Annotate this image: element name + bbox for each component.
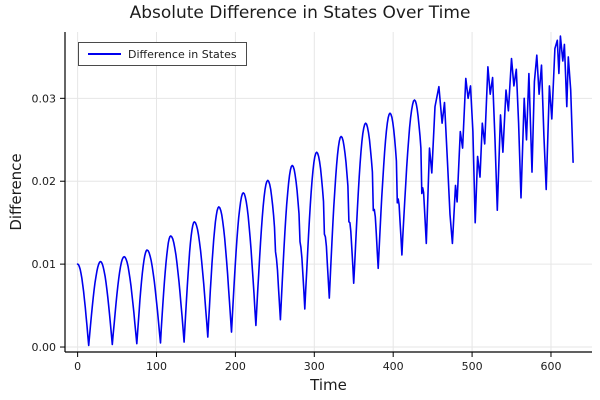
x-tick-label: 500 — [462, 360, 483, 373]
y-tick-label: 0.00 — [32, 341, 57, 354]
y-axis-label: Difference — [7, 153, 25, 231]
x-tick-label: 200 — [225, 360, 246, 373]
x-tick-label: 300 — [304, 360, 325, 373]
x-axis-label: Time — [310, 376, 347, 394]
y-tick-label: 0.03 — [32, 92, 57, 105]
legend: Difference in States — [78, 42, 247, 66]
legend-label: Difference in States — [128, 47, 237, 61]
chart-title: Absolute Difference in States Over Time — [129, 3, 471, 23]
legend-line-sample-icon — [88, 53, 121, 55]
x-tick-label: 400 — [383, 360, 404, 373]
data-line-difference-in-states — [76, 35, 574, 347]
x-tick-label: 0 — [74, 360, 81, 373]
x-tick-label: 100 — [146, 360, 167, 373]
y-tick-label: 0.01 — [32, 258, 57, 271]
y-tick-label: 0.02 — [32, 175, 57, 188]
x-tick-label: 600 — [540, 360, 561, 373]
